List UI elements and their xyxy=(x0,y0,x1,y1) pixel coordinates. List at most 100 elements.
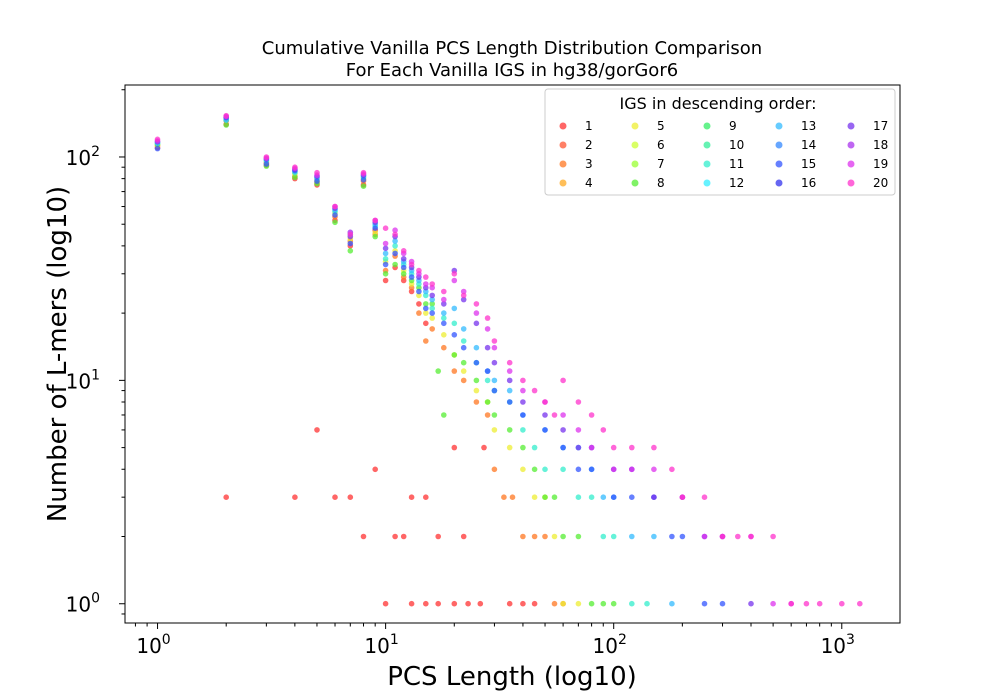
data-point-series-8 xyxy=(382,271,389,277)
data-point-series-20 xyxy=(332,203,338,210)
data-point-series-15 xyxy=(441,320,447,327)
legend-label: 3 xyxy=(585,157,593,171)
legend-marker xyxy=(631,122,639,130)
data-point-series-8 xyxy=(491,412,498,418)
legend-marker xyxy=(847,160,855,168)
data-point-series-20 xyxy=(400,248,407,254)
legend-label: 4 xyxy=(585,176,593,190)
data-point-series-20 xyxy=(560,377,566,384)
data-point-series-20 xyxy=(600,427,607,433)
data-point-series-19 xyxy=(651,466,657,473)
legend-marker xyxy=(703,160,711,168)
data-point-series-20 xyxy=(473,301,480,307)
data-point-series-13 xyxy=(651,533,657,540)
data-point-series-8 xyxy=(610,600,617,607)
data-point-series-1 xyxy=(520,600,526,607)
data-point-series-11 xyxy=(451,320,458,327)
data-point-series-17 xyxy=(484,344,491,351)
data-point-series-15 xyxy=(372,225,379,231)
data-point-series-20 xyxy=(651,444,657,451)
data-point-series-17 xyxy=(441,301,447,307)
legend-label: 19 xyxy=(873,157,888,171)
legend-label: 16 xyxy=(801,176,816,190)
legend-title: IGS in descending order: xyxy=(620,94,817,113)
data-point-series-1 xyxy=(435,600,442,607)
x-axis-ticks: 100 101 102 103 xyxy=(134,623,855,658)
legend-marker xyxy=(559,160,567,168)
data-point-series-8 xyxy=(223,122,229,128)
data-point-series-1 xyxy=(400,533,407,540)
x-tick-label: 100 xyxy=(136,632,170,658)
data-point-series-3 xyxy=(460,377,467,384)
legend: IGS in descending order: 123456789101112… xyxy=(544,88,896,196)
data-point-series-19 xyxy=(382,240,389,247)
legend-box xyxy=(544,88,896,196)
data-point-series-15 xyxy=(416,288,422,295)
data-point-series-1 xyxy=(382,600,389,607)
data-point-series-1 xyxy=(423,494,429,501)
data-point-series-20 xyxy=(451,271,458,277)
data-point-series-19 xyxy=(460,288,467,295)
x-tick-label: 102 xyxy=(593,632,627,658)
data-point-series-8 xyxy=(332,219,338,226)
y-tick-label: 100 xyxy=(66,591,100,617)
data-point-series-19 xyxy=(392,227,398,233)
data-point-series-19 xyxy=(491,344,498,351)
data-point-series-1 xyxy=(347,494,354,501)
data-point-series-15 xyxy=(610,494,617,501)
data-point-series-5 xyxy=(491,427,498,433)
data-point-series-3 xyxy=(542,533,548,540)
data-point-series-13 xyxy=(392,238,398,244)
data-point-series-15 xyxy=(679,533,686,540)
data-point-series-13 xyxy=(460,326,467,332)
data-point-series-3 xyxy=(416,310,422,316)
data-point-series-20 xyxy=(610,444,617,451)
data-point-series-8 xyxy=(435,368,442,374)
data-point-series-1 xyxy=(408,600,415,607)
data-point-series-20 xyxy=(669,466,675,473)
data-point-series-17 xyxy=(491,359,498,366)
data-point-series-20 xyxy=(423,274,429,280)
data-point-series-8 xyxy=(400,271,407,277)
data-point-series-20 xyxy=(347,231,354,238)
data-point-series-8 xyxy=(360,183,367,189)
data-point-series-20 xyxy=(460,292,467,299)
data-point-series-11 xyxy=(600,533,607,540)
legend-label: 10 xyxy=(729,138,744,152)
data-point-series-13 xyxy=(441,310,447,316)
data-point-series-15 xyxy=(588,466,595,473)
data-point-series-11 xyxy=(460,338,467,344)
data-point-series-20 xyxy=(701,494,708,501)
data-point-series-15 xyxy=(451,332,458,338)
data-point-series-19 xyxy=(575,427,582,433)
data-point-series-1 xyxy=(416,301,422,307)
data-point-series-20 xyxy=(770,533,776,540)
data-point-series-3 xyxy=(441,344,447,351)
data-point-series-11 xyxy=(392,243,398,249)
data-point-series-8 xyxy=(588,600,595,607)
data-point-series-19 xyxy=(473,310,480,316)
data-point-series-1 xyxy=(435,533,442,540)
legend-marker xyxy=(775,179,783,187)
data-point-series-13 xyxy=(429,296,436,303)
data-point-series-8 xyxy=(473,377,480,384)
data-point-series-11 xyxy=(610,533,617,540)
data-point-series-1 xyxy=(382,277,389,284)
data-point-series-3 xyxy=(531,533,538,540)
data-point-series-11 xyxy=(560,466,566,473)
data-point-series-5 xyxy=(473,387,480,394)
data-point-series-15 xyxy=(506,399,513,405)
data-point-series-11 xyxy=(441,315,447,321)
data-point-series-3 xyxy=(473,399,480,405)
data-point-series-3 xyxy=(423,338,429,344)
data-point-series-15 xyxy=(719,600,726,607)
legend-marker xyxy=(775,141,783,149)
data-point-series-11 xyxy=(575,494,582,501)
data-point-series-1 xyxy=(506,600,513,607)
data-point-series-13 xyxy=(451,305,458,312)
legend-marker xyxy=(703,122,711,130)
data-point-series-20 xyxy=(679,494,686,501)
data-point-series-13 xyxy=(506,387,513,394)
legend-label: 9 xyxy=(729,119,737,133)
